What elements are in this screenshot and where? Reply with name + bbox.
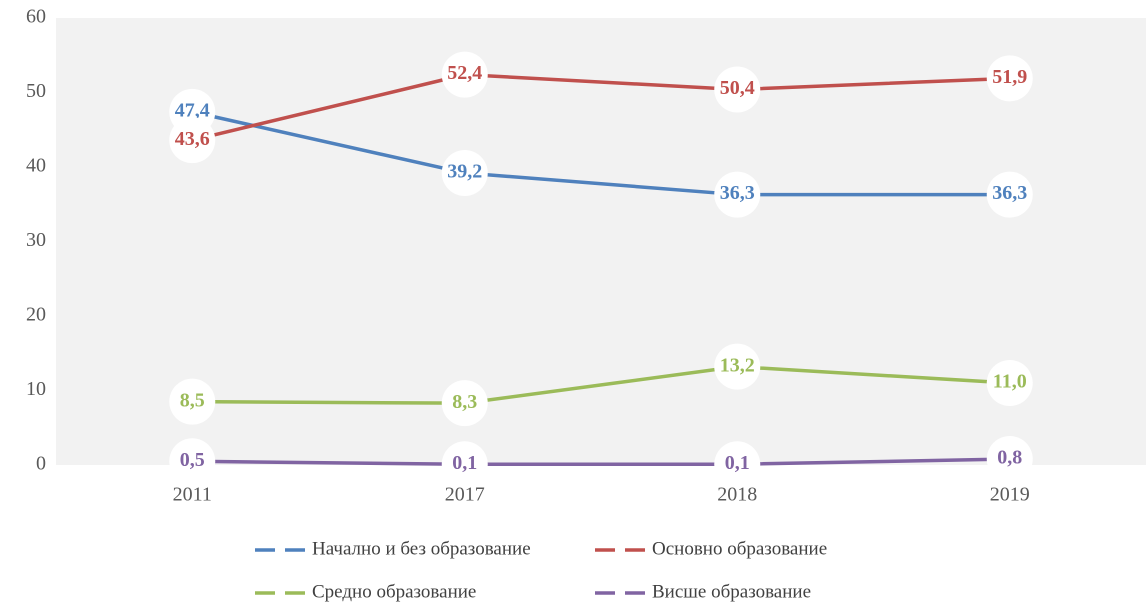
y-tick-label: 30 <box>26 229 46 251</box>
data-label: 47,4 <box>175 99 210 121</box>
data-label-bg <box>441 380 488 427</box>
legend-label: Основно образование <box>652 538 827 559</box>
y-tick-label: 40 <box>26 155 46 177</box>
data-label: 36,3 <box>992 182 1027 204</box>
series-line <box>191 72 1010 142</box>
legend-label: Средно образование <box>312 581 476 602</box>
x-tick-label: 2018 <box>717 484 757 506</box>
data-label-bg <box>169 378 216 425</box>
data-label: 8,5 <box>180 389 205 411</box>
data-label-bg <box>986 55 1033 102</box>
data-label-bg <box>714 441 761 488</box>
data-label-bg <box>441 441 488 488</box>
data-label: 43,6 <box>175 128 210 150</box>
data-label: 0,1 <box>725 452 750 474</box>
data-label: 0,5 <box>180 449 205 471</box>
data-label-bg <box>441 51 488 98</box>
data-label-bg <box>986 360 1033 407</box>
y-tick-label: 50 <box>26 80 46 102</box>
data-label-bg <box>169 438 216 485</box>
series-line <box>192 457 1010 467</box>
data-label-bg <box>714 343 761 390</box>
series-line <box>191 110 1010 197</box>
data-label-bg <box>714 171 761 218</box>
data-label: 11,0 <box>993 371 1027 393</box>
y-tick-label: 20 <box>26 304 46 326</box>
x-tick-label: 2011 <box>173 484 212 506</box>
data-label-bg <box>714 66 761 113</box>
data-label-bg <box>986 436 1033 483</box>
legend-label: Висше образование <box>652 581 811 602</box>
data-label: 0,1 <box>452 452 477 474</box>
series-line <box>192 364 1010 405</box>
data-label-bg <box>986 171 1033 218</box>
data-label: 36,3 <box>720 182 755 204</box>
plot-area <box>56 18 1146 465</box>
data-label: 13,2 <box>720 354 755 376</box>
data-label: 39,2 <box>447 161 482 183</box>
legend-label: Начално и без образование <box>312 538 531 559</box>
y-tick-label: 60 <box>26 6 46 28</box>
data-label: 52,4 <box>447 62 482 84</box>
y-tick-label: 0 <box>36 453 46 475</box>
x-tick-label: 2019 <box>990 484 1030 506</box>
data-label-bg <box>441 149 488 196</box>
x-tick-label: 2017 <box>445 484 485 506</box>
data-label-bg <box>169 117 216 164</box>
y-tick-label: 10 <box>26 378 46 400</box>
data-label: 51,9 <box>992 66 1027 88</box>
data-label: 8,3 <box>452 391 477 413</box>
data-label: 0,8 <box>997 447 1022 469</box>
data-label: 50,4 <box>720 77 755 99</box>
